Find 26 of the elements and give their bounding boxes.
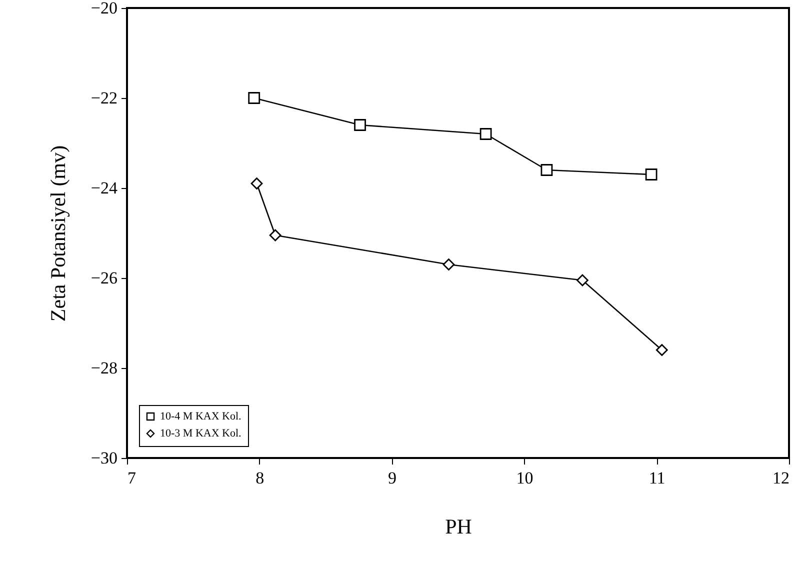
point: [645, 168, 658, 180]
y-tick-label: −30: [90, 448, 118, 468]
legend-label: 10-3 M KAX Kol.: [160, 428, 242, 440]
y-tick-label: −24: [90, 178, 118, 198]
point: [250, 178, 263, 190]
y-axis-title: Zeta Potansiyel (mv): [46, 145, 70, 322]
x-tick-label: 7: [128, 468, 136, 488]
point: [269, 229, 282, 242]
point: [354, 119, 366, 131]
y-tick-label: −22: [90, 88, 118, 108]
y-tick-label: −28: [90, 358, 118, 378]
x-tick-label: 12: [772, 468, 790, 488]
x-axis-title: PH: [445, 514, 472, 538]
y-tick-label: −26: [90, 268, 118, 288]
point: [576, 274, 588, 286]
legend-label: 10-4 M KAX Kol.: [160, 410, 242, 422]
point: [540, 164, 553, 176]
x-tick-label: 9: [388, 468, 397, 488]
point: [480, 128, 492, 140]
point: [656, 344, 668, 356]
x-tick-label: 11: [648, 468, 666, 488]
x-tick-label: 10: [516, 468, 534, 488]
point: [248, 92, 260, 104]
x-tick-label: 8: [256, 468, 264, 488]
point: [442, 258, 455, 270]
y-tick-label: −20: [90, 0, 118, 18]
